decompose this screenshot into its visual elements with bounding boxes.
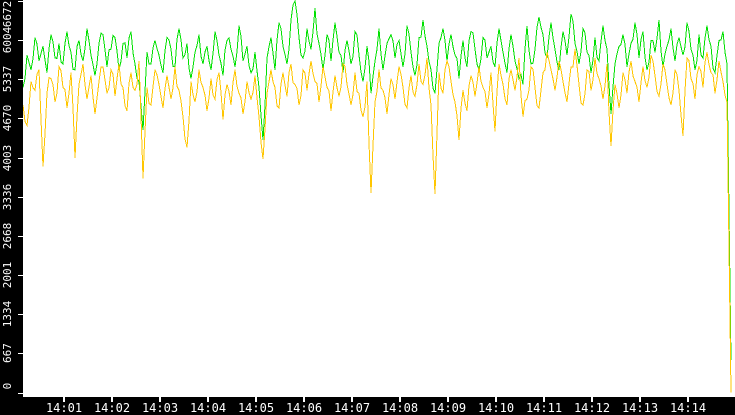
x-tick (495, 397, 497, 402)
series-yellow (23, 49, 732, 393)
x-axis-strip (0, 397, 735, 415)
y-tick (18, 118, 23, 119)
x-tick-label: 14:02 (93, 401, 131, 415)
y-tick (18, 275, 23, 276)
y-tick-label: 5337 (1, 66, 14, 93)
y-tick-label: 2001 (1, 261, 14, 289)
y-tick-label: 4670 (1, 105, 14, 132)
y-tick (18, 1, 23, 2)
x-tick-label: 14:12 (573, 401, 611, 415)
y-tick-label: 667 (1, 343, 14, 364)
x-tick-label: 14:14 (669, 401, 707, 415)
x-tick (111, 397, 113, 402)
y-tick-label: 6672 (1, 0, 14, 28)
x-tick (255, 397, 257, 402)
x-tick (591, 397, 593, 402)
series-green (23, 0, 732, 361)
x-tick-label: 14:04 (189, 401, 227, 415)
x-tick (303, 397, 305, 402)
x-tick (63, 397, 65, 402)
chart-plot-area (23, 0, 732, 393)
x-tick-label: 14:07 (333, 401, 371, 415)
x-tick-label: 14:03 (141, 401, 179, 415)
x-tick (639, 397, 641, 402)
x-tick-label: 14:10 (477, 401, 515, 415)
x-tick (543, 397, 545, 402)
y-tick-label: 2668 (1, 222, 14, 250)
x-tick (399, 397, 401, 402)
x-tick-label: 14:01 (45, 401, 83, 415)
x-tick-label: 14:13 (621, 401, 659, 415)
x-tick-label: 14:06 (285, 401, 323, 415)
x-tick (447, 397, 449, 402)
y-tick (18, 236, 23, 237)
x-tick-label: 14:08 (381, 401, 419, 415)
x-tick-label: 14:11 (525, 401, 563, 415)
y-tick (18, 393, 23, 394)
x-tick (207, 397, 209, 402)
x-tick-label: 14:09 (429, 401, 467, 415)
y-tick (18, 314, 23, 315)
y-tick (18, 353, 23, 354)
x-tick-label: 14:05 (237, 401, 275, 415)
y-tick (18, 79, 23, 80)
y-tick-label: 1334 (1, 300, 14, 328)
x-tick (687, 397, 689, 402)
y-tick-label: 3336 (1, 183, 14, 211)
y-axis-strip (0, 0, 23, 415)
y-tick (18, 197, 23, 198)
y-tick (18, 158, 23, 159)
x-tick (351, 397, 353, 402)
y-tick-label: 4003 (1, 144, 14, 171)
x-tick (159, 397, 161, 402)
y-tick (18, 40, 23, 41)
